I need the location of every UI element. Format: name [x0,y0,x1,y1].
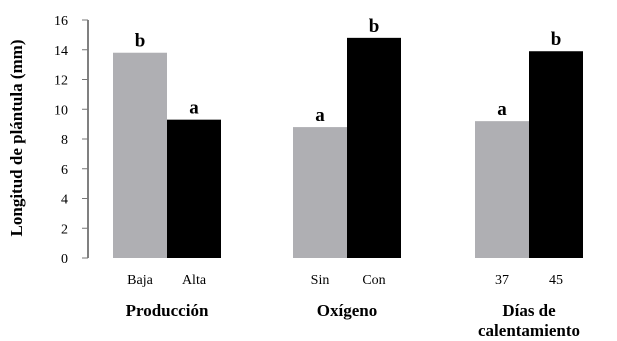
significance-label: a [189,98,199,119]
bar-45 [529,51,583,258]
bars [113,37,583,259]
bar-37 [475,121,529,259]
y-tick-label: 12 [54,74,68,89]
significance-label: b [135,31,146,52]
category-label: Alta [182,273,207,288]
significance-label: a [315,105,325,126]
bar-con [347,37,401,258]
significance-label: a [497,99,507,120]
y-tick-label: 16 [54,14,68,29]
group-label: Producción [126,301,209,320]
y-tick-label: 6 [61,163,68,178]
group-label-line: Días de [502,301,556,320]
y-tick-label: 14 [54,44,68,59]
group-label: Días de calentamiento [478,301,580,340]
category-label: Baja [127,273,153,288]
y-axis-title: Longitud de plántula (mm) [7,40,26,237]
labels: b Baja a Alta Producción a Sin b Con Oxígeno a 37 b 4… [126,16,580,340]
group-label: Oxígeno [317,301,377,320]
category-label: 37 [495,273,509,288]
y-tick-label: 2 [61,222,68,237]
group-label-line: calentamiento [478,321,580,340]
y-tick-label: 10 [54,103,68,118]
y-axis: 0 2 4 6 8 10 12 14 16 [54,14,89,267]
bar-sin [293,127,347,258]
significance-label: b [369,16,380,37]
bar-baja [113,52,167,258]
y-tick-label: 4 [61,193,68,208]
bar-alta [167,119,221,258]
category-label: 45 [549,273,563,288]
significance-label: b [551,29,562,50]
category-label: Sin [311,273,330,288]
y-tick-label: 0 [61,252,68,267]
y-tick-label: 8 [61,133,68,148]
category-label: Con [362,273,385,288]
